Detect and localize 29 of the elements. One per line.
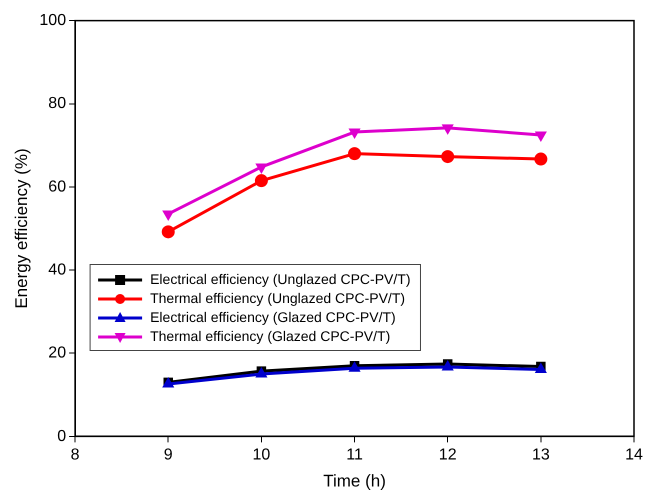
x-tick-label: 12 bbox=[438, 446, 457, 464]
point bbox=[441, 150, 454, 164]
x-tick-label: 14 bbox=[625, 446, 643, 464]
y-tick-label: 60 bbox=[48, 178, 66, 196]
point bbox=[254, 174, 268, 188]
x-tick-label: 11 bbox=[346, 446, 363, 464]
legend-label: Electrical efficiency (Unglazed CPC-PV/T) bbox=[150, 270, 410, 287]
y-axis-title: Energy efficiency (%) bbox=[12, 148, 31, 309]
x-tick-label: 10 bbox=[252, 446, 270, 464]
point bbox=[256, 163, 268, 174]
point bbox=[348, 147, 362, 160]
legend-label: Thermal efficiency (Glazed CPC-PV/T) bbox=[150, 328, 390, 344]
point bbox=[534, 152, 548, 166]
x-axis-title: Time (h) bbox=[323, 471, 386, 490]
legend-label: Thermal efficiency (Unglazed CPC-PV/T) bbox=[150, 290, 406, 306]
y-tick-label: 40 bbox=[48, 261, 66, 278]
point bbox=[162, 210, 174, 220]
x-tick-label: 8 bbox=[70, 446, 80, 464]
point bbox=[535, 131, 547, 142]
y-tick-label: 80 bbox=[48, 95, 66, 112]
legend-label: Electrical efficiency (Glazed CPC-PV/T) bbox=[150, 308, 396, 325]
x-tick-label: 13 bbox=[532, 446, 550, 464]
y-tick-label: 20 bbox=[48, 344, 66, 362]
y-tick-label: 0 bbox=[57, 428, 66, 445]
y-tick-label: 100 bbox=[39, 12, 66, 30]
point bbox=[162, 225, 175, 238]
point bbox=[348, 128, 360, 139]
x-tick-label: 9 bbox=[164, 446, 173, 464]
point bbox=[442, 124, 454, 134]
